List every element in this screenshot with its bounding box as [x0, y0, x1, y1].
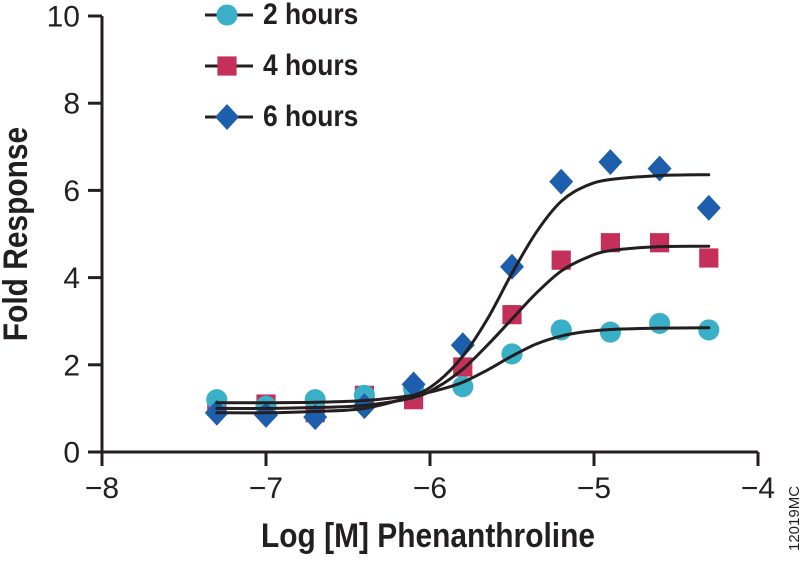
data-point-4-hours	[551, 250, 571, 270]
y-tick-label: 10	[47, 1, 80, 34]
data-point-6-hours	[598, 149, 623, 176]
y-tick-label: 0	[63, 437, 80, 470]
legend-item-2-hours: 2 hours	[203, 0, 371, 32]
data-point-6-hours	[549, 168, 574, 195]
data-point-6-hours	[401, 371, 426, 398]
figure-code: 12019MC	[786, 486, 800, 551]
circle-marker-icon	[205, 4, 253, 26]
data-point-2-hours	[649, 312, 671, 334]
x-tick-label: −8	[85, 472, 119, 505]
y-tick-label: 8	[63, 88, 80, 121]
data-point-4-hours	[502, 305, 522, 325]
fit-curve-2-hours	[215, 326, 711, 405]
data-point-6-hours	[450, 332, 475, 359]
x-axis-title: Log [M] Phenanthroline	[261, 516, 595, 554]
data-point-2-hours	[599, 321, 621, 343]
fit-curve-4-hours	[215, 244, 711, 410]
legend-marker	[215, 104, 239, 130]
data-point-2-hours	[206, 389, 228, 411]
legend-label: 2 hours	[263, 0, 359, 31]
data-point-6-hours	[647, 155, 672, 182]
legend-label: 6 hours	[263, 100, 359, 133]
data-point-2-hours	[698, 319, 720, 341]
data-point-4-hours	[600, 233, 620, 253]
legend: 2 hours 4 hours 6 hours	[203, 0, 371, 151]
legend-item-4-hours: 4 hours	[203, 49, 371, 83]
data-point-6-hours	[696, 194, 721, 221]
legend-item-6-hours: 6 hours	[203, 100, 371, 134]
diamond-marker-icon	[205, 104, 253, 130]
y-tick-label: 6	[63, 175, 80, 208]
legend-marker	[217, 56, 237, 76]
y-axis-title: Fold Response	[0, 127, 34, 341]
x-tick-label: −6	[413, 472, 447, 505]
y-tick-label: 2	[63, 349, 80, 382]
data-point-6-hours	[500, 253, 524, 280]
square-marker-icon	[205, 56, 253, 76]
fit-curve-6-hours	[215, 173, 711, 415]
data-point-4-hours	[699, 248, 719, 268]
data-point-4-hours	[650, 233, 670, 253]
legend-marker	[216, 4, 238, 26]
x-tick-label: −7	[249, 472, 283, 505]
x-tick-label: −4	[741, 472, 775, 505]
x-tick-label: −5	[577, 472, 611, 505]
legend-label: 4 hours	[263, 49, 359, 82]
y-tick-label: 4	[63, 262, 80, 295]
data-point-2-hours	[304, 389, 326, 411]
